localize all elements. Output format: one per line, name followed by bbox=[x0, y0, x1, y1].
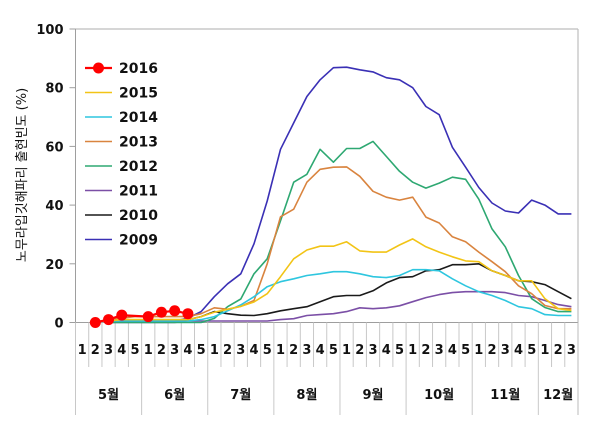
legend-item-2016: 2016 bbox=[85, 61, 158, 77]
series-line-2012 bbox=[108, 140, 572, 324]
week-label: 1 bbox=[342, 343, 351, 358]
month-label: 6월 bbox=[164, 387, 185, 403]
week-label: 2 bbox=[223, 343, 232, 358]
series-2015 bbox=[108, 238, 572, 322]
data-point-2016 bbox=[182, 308, 194, 320]
week-label: 3 bbox=[369, 343, 378, 358]
week-label: 4 bbox=[316, 343, 325, 358]
legend-label: 2015 bbox=[119, 86, 158, 102]
week-label: 2 bbox=[91, 343, 100, 358]
week-label: 3 bbox=[170, 343, 179, 358]
month-label: 8월 bbox=[296, 387, 317, 403]
week-label: 2 bbox=[157, 343, 166, 358]
legend-label: 2012 bbox=[119, 159, 158, 175]
y-tick-label: 20 bbox=[45, 258, 63, 273]
month-label: 7월 bbox=[230, 387, 251, 403]
legend-item-2013: 2013 bbox=[85, 135, 158, 151]
week-label: 4 bbox=[249, 343, 258, 358]
legend-label: 2011 bbox=[119, 184, 158, 200]
y-axis: 0 20 40 60 80 100 bbox=[36, 23, 76, 332]
week-label: 3 bbox=[302, 343, 311, 358]
week-label: 3 bbox=[236, 343, 245, 358]
week-label: 1 bbox=[540, 343, 549, 358]
week-label: 4 bbox=[448, 343, 457, 358]
week-label: 2 bbox=[289, 343, 298, 358]
week-label: 4 bbox=[117, 343, 126, 358]
legend-label: 2009 bbox=[119, 233, 158, 249]
week-label: 4 bbox=[382, 343, 391, 358]
legend-label: 2013 bbox=[119, 135, 158, 151]
legend-item-2012: 2012 bbox=[85, 159, 158, 175]
data-point-2016 bbox=[116, 309, 128, 321]
month-label: 9월 bbox=[363, 387, 384, 403]
week-label: 5 bbox=[263, 343, 272, 358]
month-label: 5월 bbox=[98, 387, 119, 403]
week-label: 1 bbox=[210, 343, 219, 358]
data-point-2016 bbox=[89, 317, 101, 328]
y-tick-label: 0 bbox=[54, 317, 63, 332]
y-tick-label: 100 bbox=[36, 23, 63, 38]
series-2009 bbox=[108, 66, 572, 322]
legend-marker-2016 bbox=[93, 62, 104, 74]
week-label: 1 bbox=[408, 343, 417, 358]
week-label: 1 bbox=[144, 343, 153, 358]
y-tick-label: 80 bbox=[45, 82, 63, 97]
legend-item-2010: 2010 bbox=[85, 208, 158, 224]
week-label: 1 bbox=[78, 343, 87, 358]
legend-item-2011: 2011 bbox=[85, 184, 158, 200]
week-label: 4 bbox=[514, 343, 523, 358]
series-2014 bbox=[108, 268, 572, 322]
y-tick-label: 60 bbox=[45, 140, 63, 155]
week-label: 5 bbox=[130, 343, 139, 358]
month-label: 11월 bbox=[490, 387, 520, 403]
week-label: 5 bbox=[329, 343, 338, 358]
data-point-2016 bbox=[155, 306, 167, 318]
data-point-2016 bbox=[169, 305, 181, 317]
series-line-2015 bbox=[108, 238, 572, 322]
week-label: 2 bbox=[355, 343, 364, 358]
data-point-2016 bbox=[103, 314, 115, 326]
week-label: 3 bbox=[435, 343, 444, 358]
week-label: 1 bbox=[474, 343, 483, 358]
legend-item-2014: 2014 bbox=[85, 110, 158, 126]
series-2016 bbox=[89, 305, 194, 328]
legend-label: 2014 bbox=[119, 110, 158, 126]
week-label: 3 bbox=[104, 343, 113, 358]
series-line-2009 bbox=[108, 66, 572, 322]
data-point-2016 bbox=[142, 311, 154, 323]
week-label: 3 bbox=[501, 343, 510, 358]
week-label: 3 bbox=[567, 343, 576, 358]
series-2012 bbox=[108, 140, 572, 324]
legend-item-2009: 2009 bbox=[85, 233, 158, 249]
y-axis-label: 노무라입깃해파리 출현빈도 (%) bbox=[15, 88, 30, 262]
legend-item-2015: 2015 bbox=[85, 86, 158, 102]
week-label: 1 bbox=[276, 343, 285, 358]
month-label: 12월 bbox=[543, 387, 573, 403]
y-tick-label: 40 bbox=[45, 199, 63, 214]
series-layer bbox=[89, 66, 572, 328]
week-label: 5 bbox=[527, 343, 536, 358]
week-label: 5 bbox=[197, 343, 206, 358]
legend-label: 2010 bbox=[119, 208, 158, 224]
month-label: 10월 bbox=[424, 387, 454, 403]
week-label: 4 bbox=[183, 343, 192, 358]
week-label: 2 bbox=[488, 343, 497, 358]
week-label: 5 bbox=[395, 343, 404, 358]
series-line-2014 bbox=[108, 268, 572, 322]
legend-label: 2016 bbox=[119, 61, 158, 77]
week-label: 5 bbox=[461, 343, 470, 358]
week-label: 2 bbox=[554, 343, 563, 358]
legend: 2016 2015 2014 2013 2012 2011 2010 2009 bbox=[85, 61, 158, 249]
week-label: 2 bbox=[421, 343, 430, 358]
